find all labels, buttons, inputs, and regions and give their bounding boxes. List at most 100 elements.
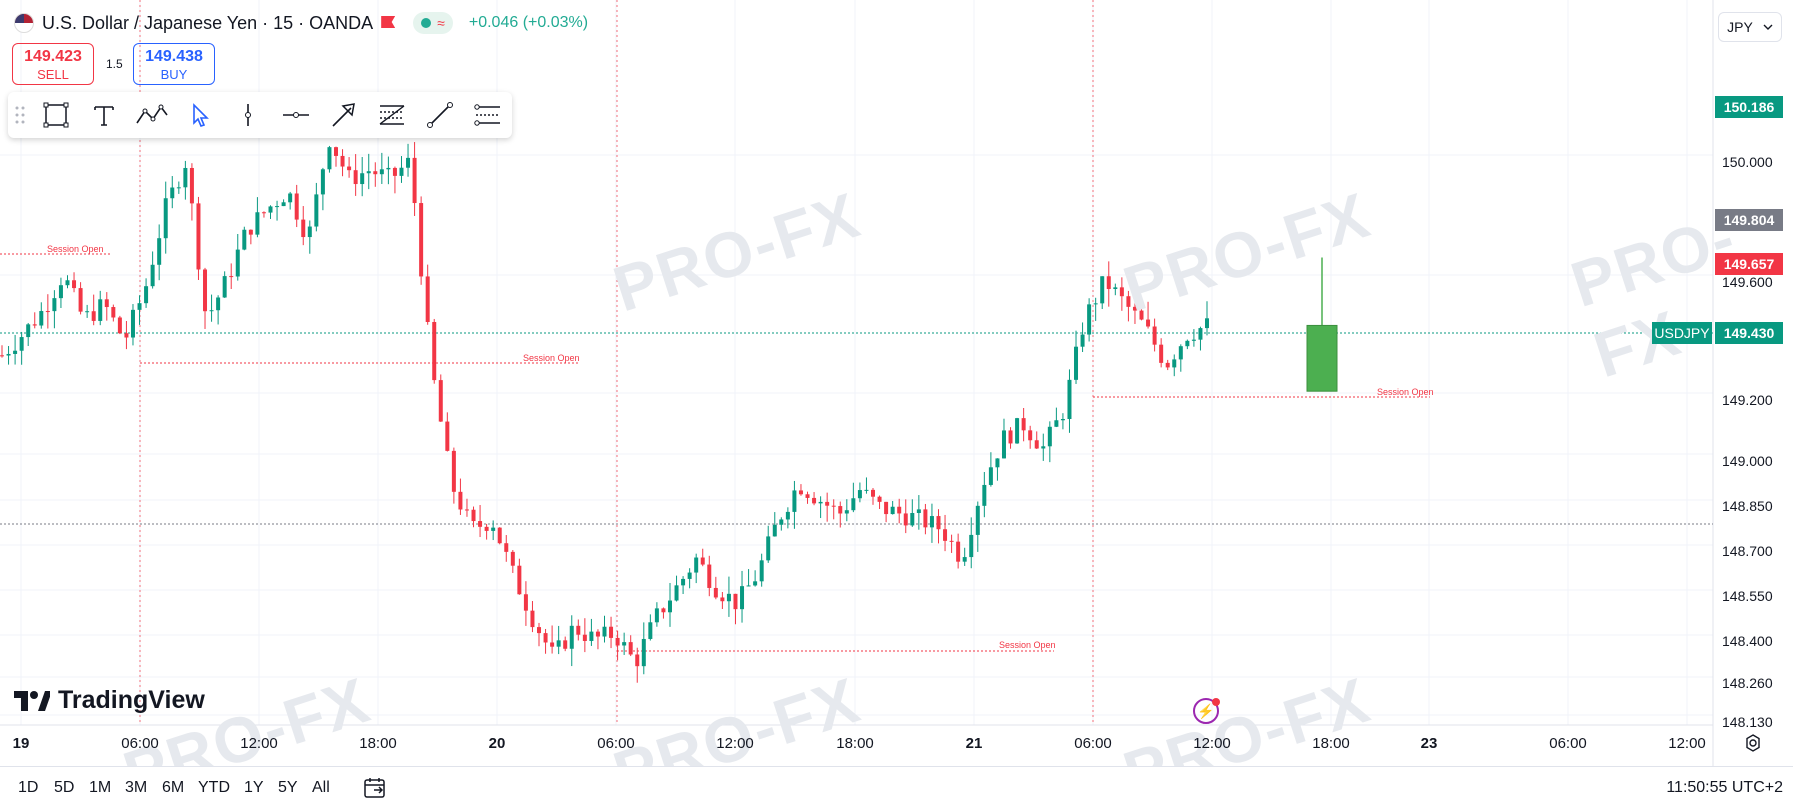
range-1y[interactable]: 1Y	[244, 779, 264, 796]
price-label: 148.260	[1722, 675, 1773, 691]
range-1m[interactable]: 1M	[89, 779, 112, 796]
candle-body	[419, 203, 424, 277]
candle-body	[445, 421, 450, 451]
candle-body	[91, 311, 96, 321]
candle-body	[1093, 303, 1098, 305]
candle-body	[654, 608, 659, 623]
candle-body	[1015, 418, 1020, 444]
price-change: +0.046 (+0.03%)	[468, 14, 589, 31]
candle-body	[910, 513, 915, 526]
sell-label: SELL	[37, 67, 69, 82]
range-5d[interactable]: 5D	[54, 779, 75, 796]
candle-body	[622, 642, 627, 646]
candle-body	[1034, 440, 1039, 449]
time-label: 12:00	[716, 735, 754, 752]
candle-body	[373, 171, 378, 175]
currency-selector[interactable]: JPY	[1718, 12, 1782, 42]
candle-body	[635, 654, 640, 667]
candle-body	[1159, 344, 1164, 363]
candle-body	[517, 565, 522, 595]
candle-body	[1172, 359, 1177, 368]
candle-body	[189, 167, 194, 204]
candle-body	[740, 586, 745, 610]
candle-body	[956, 541, 961, 562]
candle-body	[838, 506, 843, 514]
candle-body	[1139, 310, 1144, 320]
flash-icon[interactable]: ⚡	[1193, 698, 1220, 724]
candle-body	[648, 622, 653, 639]
candle-body	[1126, 296, 1131, 307]
session-open-label: Session Open	[999, 640, 1056, 650]
range-ytd[interactable]: YTD	[198, 779, 230, 796]
candle-body	[543, 633, 548, 643]
candle-body	[595, 631, 600, 637]
session-open-label: Session Open	[523, 353, 580, 363]
candle-body	[333, 147, 338, 156]
horizontal-ray-icon[interactable]	[272, 92, 320, 138]
candle-body	[1067, 379, 1072, 420]
candle-body	[137, 303, 142, 310]
price-label: 149.000	[1722, 453, 1773, 469]
candle-body	[759, 560, 764, 582]
market-open-dot-icon	[421, 18, 432, 28]
candle-body	[281, 202, 286, 207]
time-label: 12:00	[1193, 735, 1231, 752]
text-icon[interactable]	[80, 92, 128, 138]
candle-body	[176, 187, 181, 189]
time-label: 18:00	[836, 735, 874, 752]
candle-body	[464, 509, 469, 511]
range-3m[interactable]: 3M	[125, 779, 148, 796]
parallel-channel-icon[interactable]	[464, 92, 512, 138]
fib-retracement-icon[interactable]	[368, 92, 416, 138]
candle-body	[726, 593, 731, 602]
cursor-icon[interactable]	[176, 92, 224, 138]
candle-body	[687, 572, 692, 579]
arrow-icon[interactable]	[320, 92, 368, 138]
high-price-tag: 150.186	[1715, 96, 1783, 118]
rectangle-icon[interactable]	[32, 92, 80, 138]
candle-body	[602, 626, 607, 637]
sell-button[interactable]: 149.423 SELL	[12, 43, 94, 85]
trend-line-icon[interactable]	[416, 92, 464, 138]
candle-body	[615, 637, 620, 646]
candle-body	[530, 610, 535, 628]
calendar-icon[interactable]	[362, 775, 388, 801]
candle-body	[897, 506, 902, 514]
candle-body	[58, 285, 63, 299]
drag-handle-icon[interactable]	[8, 92, 32, 138]
range-6m[interactable]: 6M	[162, 779, 185, 796]
path-icon[interactable]	[128, 92, 176, 138]
prev-close-price-tag: 149.804	[1715, 209, 1783, 231]
candle-body	[550, 642, 555, 647]
candle-body	[798, 490, 803, 495]
candle-body	[857, 490, 862, 499]
candle-body	[504, 543, 509, 552]
candle-body	[294, 193, 299, 220]
candle-body	[700, 557, 705, 565]
tradingview-logo[interactable]: TradingView	[14, 686, 205, 715]
candle-body	[478, 521, 483, 527]
candle-body	[203, 269, 208, 312]
candle-body	[104, 299, 109, 308]
price-label: 150.000	[1722, 154, 1773, 170]
symbol-title[interactable]: U.S. Dollar / Japanese Yen · 15 · OANDA	[42, 12, 374, 33]
candle-body	[242, 229, 247, 250]
flag-marker-icon[interactable]	[381, 16, 395, 30]
candle-body	[707, 564, 712, 588]
range-1d[interactable]: 1D	[18, 779, 39, 796]
candle-body	[307, 226, 312, 238]
settings-gear-icon[interactable]	[1744, 734, 1762, 752]
forecast-high-price-tag: 149.657	[1715, 253, 1783, 275]
candle-body	[366, 171, 371, 174]
buy-button[interactable]: 149.438 BUY	[133, 43, 215, 85]
candle-body	[72, 280, 77, 289]
market-status[interactable]: ≈	[413, 12, 453, 34]
candle-body	[327, 147, 332, 170]
candle-body	[347, 166, 352, 171]
time-label: 20	[488, 735, 506, 752]
range-5y[interactable]: 5Y	[278, 779, 298, 796]
vertical-line-icon[interactable]	[224, 92, 272, 138]
range-all[interactable]: All	[312, 779, 330, 796]
candle-body	[537, 627, 542, 634]
candle-body	[1106, 276, 1111, 290]
